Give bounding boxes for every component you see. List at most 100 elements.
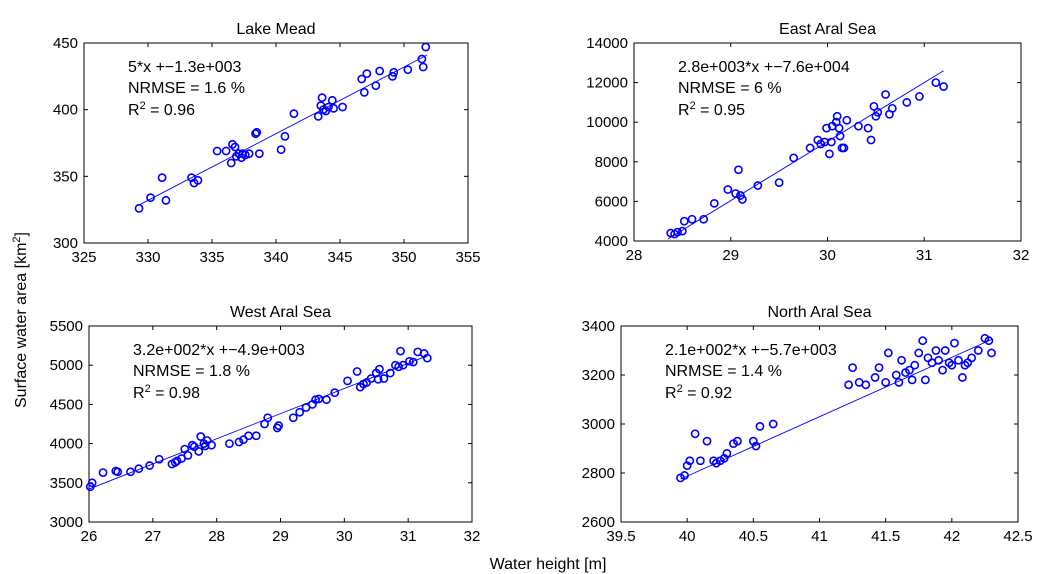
data-point	[145, 461, 155, 470]
data-point	[734, 165, 743, 175]
data-point	[755, 422, 765, 431]
x-tick-label: 40	[679, 528, 696, 545]
x-tick-label: 32	[1013, 247, 1030, 264]
data-point	[313, 111, 323, 121]
data-point	[702, 436, 712, 446]
data-point	[322, 395, 331, 405]
data-point	[362, 69, 372, 79]
x-tick-label: 335	[199, 249, 224, 266]
data-point	[252, 127, 262, 137]
x-tick-label: 330	[135, 249, 160, 266]
data-point	[866, 135, 876, 145]
data-point	[405, 356, 414, 366]
data-point	[98, 468, 108, 478]
data-point	[835, 131, 845, 141]
x-axis-label: Water height [m]	[490, 556, 607, 573]
y-tick-label: 450	[53, 35, 78, 52]
x-tick-label: 42.5	[1003, 528, 1032, 545]
data-point	[388, 71, 397, 81]
y-axis-label: Surface water area [km2]	[11, 232, 30, 408]
data-point	[873, 107, 883, 117]
y-tick-label: 400	[53, 102, 78, 119]
data-point	[944, 358, 954, 368]
data-point	[731, 189, 740, 198]
data-point	[207, 440, 216, 450]
data-point	[960, 360, 970, 370]
fit-line	[680, 339, 992, 480]
data-point	[134, 464, 144, 474]
data-point	[161, 195, 171, 205]
data-point	[327, 95, 337, 105]
fit-line	[137, 54, 428, 207]
data-point	[789, 153, 799, 163]
r2-value: = 0.96	[146, 102, 195, 119]
data-point	[958, 373, 967, 382]
data-point	[680, 471, 689, 480]
data-point	[276, 145, 286, 155]
y-tick-label: 5000	[50, 357, 83, 374]
data-point	[881, 377, 891, 387]
y-tick-label: 8000	[595, 154, 628, 171]
y-tick-label: 3000	[582, 416, 615, 433]
data-point	[202, 436, 212, 445]
data-point	[891, 370, 901, 380]
data-point	[417, 54, 427, 64]
fit-line	[667, 70, 944, 240]
data-point	[126, 467, 135, 477]
x-tick-label: 41.5	[871, 528, 900, 545]
nrmse-label: NRMSE = 1.4 %	[665, 363, 782, 380]
data-point	[722, 448, 732, 458]
data-point	[244, 431, 253, 441]
data-point	[154, 454, 164, 464]
r2-value: = 0.98	[151, 385, 200, 402]
subplot-title: West Aral Sea	[230, 304, 331, 321]
r2-label: R2 = 0.98	[133, 383, 200, 402]
data-point	[234, 437, 244, 447]
r2-sup: 2	[140, 100, 146, 112]
data-point	[709, 198, 719, 208]
x-tick-label: 30	[336, 528, 353, 545]
data-point	[338, 102, 347, 112]
data-point	[385, 368, 395, 378]
data-point	[923, 353, 933, 363]
y-tick-label: 14000	[586, 35, 628, 52]
data-point	[324, 102, 333, 112]
data-point	[973, 346, 983, 355]
r2-label: R2 = 0.95	[678, 100, 745, 119]
data-point	[768, 419, 778, 429]
data-point	[183, 450, 193, 460]
subplot-1: 325 330 335 340 345 350 355 300 350 400 450 Lake Me…	[53, 21, 481, 266]
data-point	[357, 74, 367, 84]
y-tick-label: 4000	[595, 233, 628, 250]
data-point	[422, 353, 432, 363]
r2-value: = 0.92	[683, 385, 732, 402]
data-point	[987, 348, 996, 358]
nrmse-label: NRMSE = 6 %	[678, 80, 782, 97]
data-point	[887, 103, 897, 113]
x-tick-label: 26	[81, 528, 98, 545]
data-point	[967, 353, 977, 363]
data-point	[251, 431, 261, 441]
data-point	[805, 143, 815, 153]
data-point	[914, 348, 924, 358]
data-point	[931, 78, 941, 87]
data-point	[918, 336, 928, 346]
data-point	[254, 149, 264, 159]
x-tick-label: 325	[71, 249, 96, 266]
y-tick-label: 2800	[582, 465, 615, 482]
data-point	[950, 338, 959, 348]
r2-sup: 2	[690, 100, 696, 112]
r2-label: R2 = 0.96	[128, 100, 195, 119]
y-tick-label: 3200	[582, 367, 615, 384]
data-point	[274, 421, 283, 430]
data-point	[134, 203, 144, 213]
fit-equation: 3.2e+002*x +−4.9e+003	[133, 342, 305, 359]
y-tick-label: 10000	[586, 114, 628, 131]
nrmse-label: NRMSE = 1.8 %	[133, 363, 250, 380]
data-point	[839, 143, 849, 153]
data-point	[230, 142, 240, 152]
x-tick-label: 27	[144, 528, 161, 545]
data-point	[196, 432, 206, 441]
data-point	[375, 364, 384, 374]
